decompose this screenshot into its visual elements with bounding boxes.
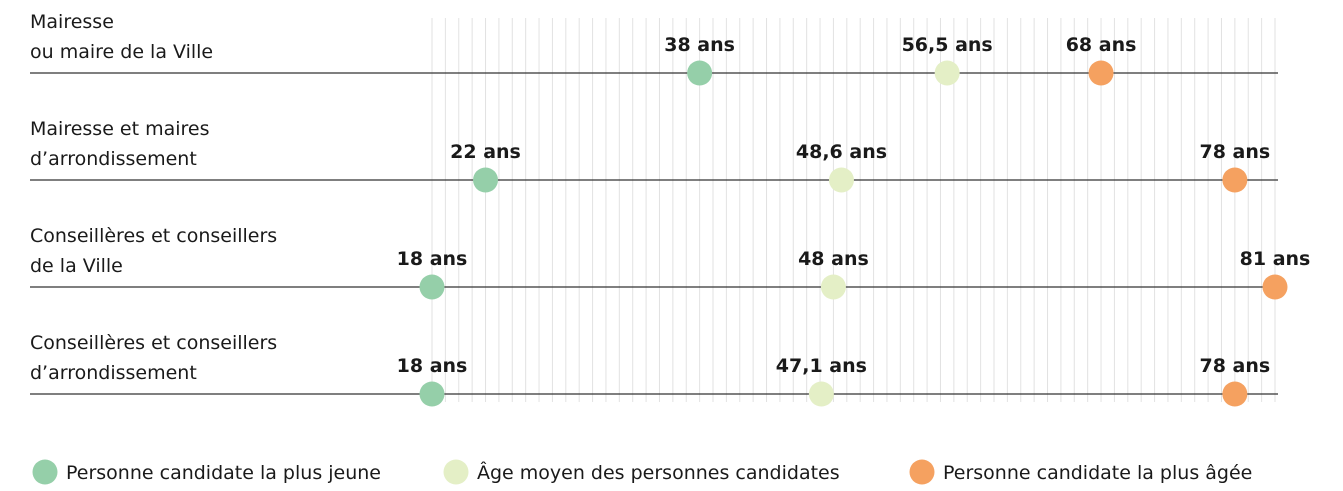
value-label: 22 ans bbox=[450, 141, 521, 163]
value-label: 81 ans bbox=[1240, 248, 1311, 270]
value-label: 56,5 ans bbox=[902, 34, 993, 56]
legend-swatch bbox=[32, 459, 58, 485]
value-label: 48 ans bbox=[798, 248, 869, 270]
value-label: 78 ans bbox=[1199, 355, 1270, 377]
dot bbox=[820, 274, 846, 300]
dot bbox=[828, 167, 854, 193]
value-label: 47,1 ans bbox=[776, 355, 867, 377]
value-label: 68 ans bbox=[1066, 34, 1137, 56]
category-label: Mairesse et maires bbox=[30, 118, 210, 140]
dot bbox=[1262, 274, 1288, 300]
dot bbox=[473, 167, 499, 193]
category-label: Conseillères et conseillers bbox=[30, 332, 277, 354]
category-label: Mairesse bbox=[30, 11, 114, 33]
legend-swatch bbox=[443, 459, 469, 485]
dot bbox=[687, 60, 713, 86]
value-label: 18 ans bbox=[397, 248, 468, 270]
category-label: d’arrondissement bbox=[30, 148, 197, 170]
value-label: 48,6 ans bbox=[796, 141, 887, 163]
dot bbox=[1222, 381, 1248, 407]
value-label: 78 ans bbox=[1199, 141, 1270, 163]
value-label: 38 ans bbox=[664, 34, 735, 56]
dot bbox=[1088, 60, 1114, 86]
dot bbox=[419, 274, 445, 300]
category-label: ou maire de la Ville bbox=[30, 41, 213, 63]
legend-label: Âge moyen des personnes candidates bbox=[477, 461, 840, 484]
category-label: de la Ville bbox=[30, 255, 123, 277]
category-label: Conseillères et conseillers bbox=[30, 225, 277, 247]
legend-swatch bbox=[909, 459, 935, 485]
dot bbox=[419, 381, 445, 407]
legend-label: Personne candidate la plus jeune bbox=[66, 462, 381, 484]
category-label: d’arrondissement bbox=[30, 362, 197, 384]
dot bbox=[934, 60, 960, 86]
value-label: 18 ans bbox=[397, 355, 468, 377]
dot bbox=[808, 381, 834, 407]
dot bbox=[1222, 167, 1248, 193]
legend-label: Personne candidate la plus âgée bbox=[943, 462, 1252, 484]
